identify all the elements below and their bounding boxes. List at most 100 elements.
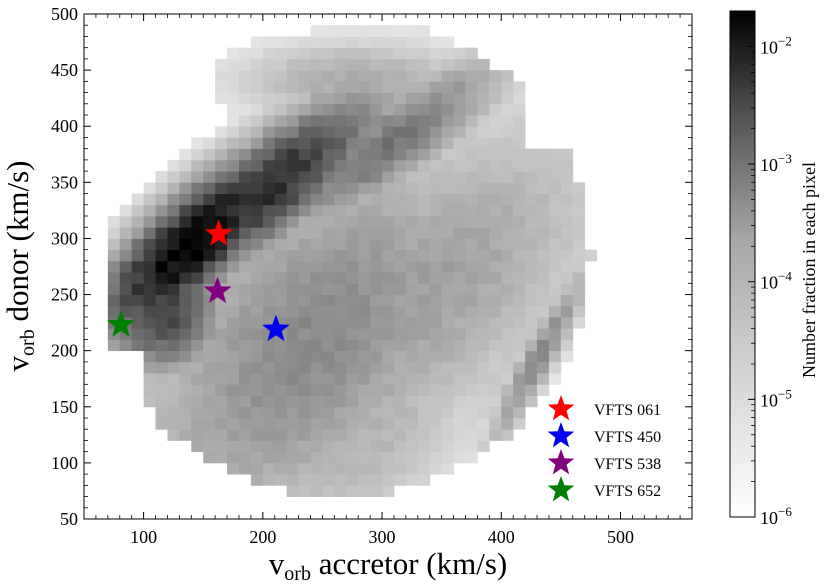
heatmap-cell — [405, 216, 419, 228]
heatmap-cell — [525, 249, 538, 262]
heatmap-cell — [179, 148, 192, 161]
heatmap-cell — [155, 294, 168, 307]
heatmap-cell — [560, 328, 574, 340]
heatmap-cell — [191, 238, 204, 251]
heatmap-cell — [191, 272, 204, 284]
heatmap-cell — [262, 440, 276, 453]
heatmap-cell — [501, 384, 514, 396]
heatmap-cell — [227, 47, 240, 60]
heatmap-cell — [489, 137, 502, 150]
heatmap-cell — [370, 171, 383, 183]
heatmap-cell — [191, 182, 204, 194]
heatmap-cell — [441, 339, 454, 352]
heatmap-cell — [238, 451, 252, 464]
heatmap-cell — [334, 227, 347, 239]
heatmap-cell — [131, 238, 145, 251]
heatmap-cell — [501, 115, 514, 127]
heatmap-cell — [274, 294, 288, 307]
heatmap-cell — [346, 328, 359, 340]
heatmap-cell — [143, 317, 156, 329]
heatmap-cell — [143, 339, 156, 352]
heatmap-cell — [334, 384, 347, 396]
heatmap-cell — [227, 440, 240, 453]
heatmap-cell — [238, 305, 252, 318]
heatmap-cell — [560, 204, 574, 217]
heatmap-cell — [382, 204, 395, 217]
heatmap-cell — [370, 384, 383, 396]
heatmap-cell — [143, 260, 156, 273]
heatmap-cell — [274, 406, 288, 419]
heatmap-cell — [298, 328, 311, 340]
heatmap-cell — [322, 260, 335, 273]
heatmap-cell — [334, 350, 347, 363]
heatmap-cell — [262, 373, 276, 385]
heatmap-cell — [501, 249, 514, 262]
heatmap-cell — [405, 137, 419, 150]
heatmap-cell — [382, 429, 395, 441]
heatmap-cell — [227, 238, 240, 251]
heatmap-cell — [548, 373, 562, 385]
heatmap-cell — [453, 171, 466, 183]
heatmap-cell — [477, 115, 490, 127]
heatmap-cell — [262, 384, 276, 396]
heatmap-cell — [155, 216, 168, 228]
heatmap-cell — [501, 159, 514, 172]
heatmap-cell — [310, 373, 323, 385]
heatmap-cell — [572, 249, 586, 262]
heatmap-cells — [107, 25, 598, 497]
heatmap-cell — [477, 260, 490, 273]
heatmap-cell — [298, 260, 311, 273]
heatmap-cell — [119, 216, 133, 228]
heatmap-cell — [537, 216, 550, 228]
heatmap-cell — [250, 339, 264, 352]
heatmap-cell — [274, 204, 288, 217]
heatmap-cell — [250, 81, 264, 93]
heatmap-cell — [119, 294, 133, 307]
heatmap-cell — [155, 305, 168, 318]
heatmap-cell — [382, 92, 395, 105]
heatmap-cell — [143, 238, 156, 251]
heatmap-cell — [179, 249, 192, 262]
heatmap-cell — [477, 305, 490, 318]
heatmap-cell — [346, 373, 359, 385]
heatmap-cell — [203, 216, 216, 228]
heatmap-cell — [322, 294, 335, 307]
heatmap-cell — [310, 429, 323, 441]
heatmap-cell — [513, 406, 526, 419]
heatmap-cell — [286, 429, 299, 441]
heatmap-cell — [262, 148, 276, 161]
heatmap-cell — [501, 350, 514, 363]
heatmap-cell — [322, 395, 335, 408]
heatmap-cell — [167, 339, 180, 352]
heatmap-cell — [405, 227, 419, 239]
heatmap-cell — [429, 70, 443, 82]
heatmap-cell — [274, 81, 288, 93]
heatmap-cell — [370, 339, 383, 352]
heatmap-cell — [441, 36, 454, 49]
heatmap-cell — [322, 148, 335, 161]
heatmap-cell — [191, 418, 204, 430]
heatmap-cell — [358, 339, 371, 352]
legend-label: VFTS 652 — [594, 483, 661, 500]
heatmap-cell — [501, 182, 514, 194]
heatmap-cell — [203, 137, 216, 150]
heatmap-cell — [453, 92, 466, 105]
heatmap-cell — [560, 238, 574, 251]
heatmap-cell — [465, 305, 478, 318]
heatmap-cell — [453, 227, 466, 239]
heatmap-cell — [238, 103, 252, 116]
heatmap-cell — [513, 373, 526, 385]
heatmap-cell — [179, 204, 192, 217]
heatmap-cell — [298, 485, 311, 497]
heatmap-cell — [572, 283, 586, 295]
heatmap-cell — [405, 81, 419, 93]
heatmap-cell — [465, 70, 478, 82]
heatmap-cell — [537, 227, 550, 239]
heatmap-cell — [334, 395, 347, 408]
heatmap-cell — [215, 238, 228, 251]
heatmap-cell — [203, 272, 216, 284]
heatmap-cell — [298, 361, 311, 374]
heatmap-cell — [417, 462, 431, 475]
heatmap-cell — [143, 373, 156, 385]
